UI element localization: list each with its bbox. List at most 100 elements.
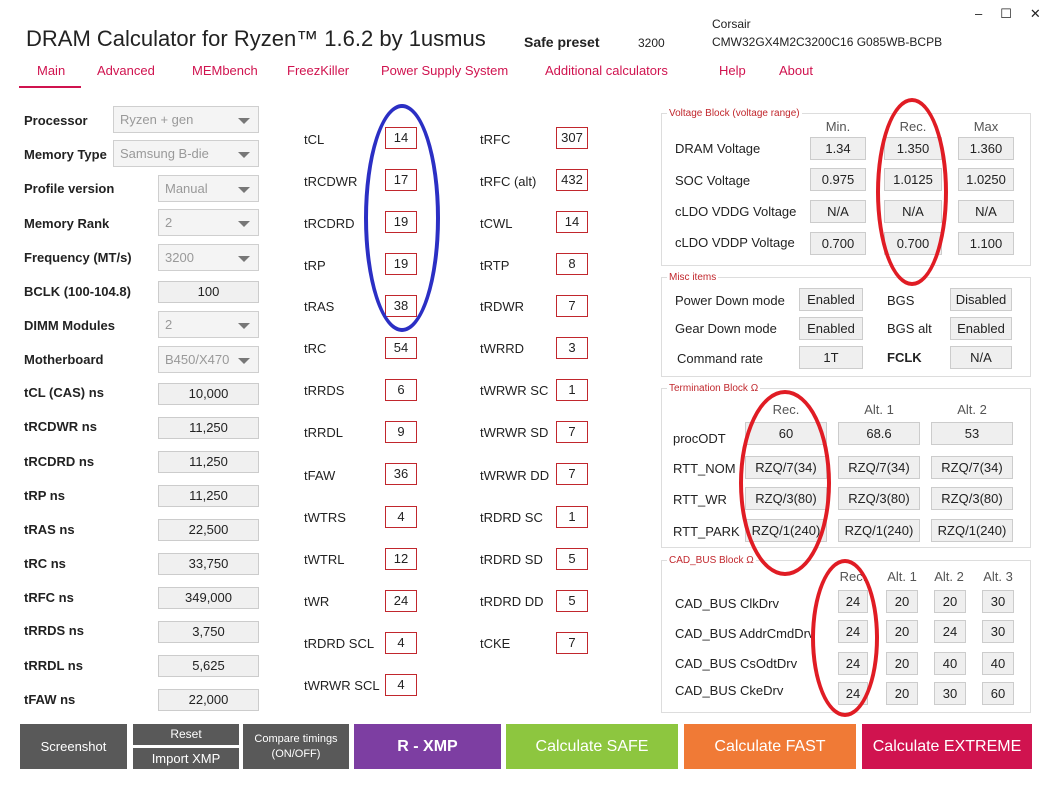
command-rate-label: Command rate [677, 351, 763, 366]
timing-value: 307 [556, 127, 588, 149]
cadbus-cell: 40 [934, 652, 966, 675]
memory-part-number: CMW32GX4M2C3200C16 G085WB-BCPB [712, 35, 943, 49]
red-annotation-ellipse [876, 98, 948, 286]
profile-version-value: Manual [165, 181, 208, 196]
r-xmp-button[interactable]: R - XMP [354, 724, 501, 769]
trp-ns-label: tRP ns [24, 488, 65, 503]
power-down-value: Enabled [799, 288, 863, 311]
timing-value: 14 [556, 211, 588, 233]
tab-main[interactable]: Main [37, 63, 66, 78]
chevron-down-icon [238, 323, 250, 329]
timing-value: 7 [556, 632, 588, 654]
fclk-value: N/A [950, 346, 1012, 369]
memory-rank-select[interactable]: 2 [158, 209, 259, 236]
fclk-label: FCLK [887, 350, 922, 365]
trrds-ns-label: tRRDS ns [24, 623, 84, 638]
timing-value: 6 [385, 379, 417, 401]
maximize-icon[interactable]: ☐ [1000, 6, 1012, 21]
rtt-wr-label: RTT_WR [673, 492, 727, 507]
frequency-select[interactable]: 3200 [158, 244, 259, 271]
timing-label: tRDRD DD [480, 594, 544, 609]
cadbus-header: Alt. 2 [934, 569, 964, 584]
calculate-fast-button[interactable]: Calculate FAST [684, 724, 856, 769]
bgs-alt-value: Enabled [950, 317, 1012, 340]
close-icon[interactable]: ✕ [1029, 6, 1041, 21]
termination-cell: 68.6 [838, 422, 920, 445]
chevron-down-icon [238, 187, 250, 193]
minimize-icon[interactable]: – [975, 6, 983, 21]
timing-value: 12 [385, 548, 417, 570]
cadbus-header: Alt. 1 [887, 569, 917, 584]
termination-header: Alt. 2 [957, 402, 987, 417]
tab-additional-calculators[interactable]: Additional calculators [545, 63, 668, 78]
trfc-ns-label: tRFC ns [24, 590, 74, 605]
tcl-ns-input[interactable]: 10,000 [158, 383, 259, 405]
timing-value: 4 [385, 506, 417, 528]
processor-label: Processor [24, 113, 88, 128]
voltage-cell: 1.100 [958, 232, 1014, 255]
voltage-header-max: Max [973, 119, 999, 134]
bclk-input[interactable]: 100 [158, 281, 259, 303]
tras-ns-input[interactable]: 22,500 [158, 519, 259, 541]
memory-type-select[interactable]: Samsung B-die [113, 140, 259, 167]
rtt-park-label: RTT_PARK [673, 524, 740, 539]
red-annotation-ellipse [739, 390, 831, 576]
tab-about[interactable]: About [779, 63, 813, 78]
motherboard-select[interactable]: B450/X470 [158, 346, 259, 373]
safe-preset-value: 3200 [638, 36, 665, 50]
voltage-block-title: Voltage Block (voltage range) [667, 108, 802, 119]
termination-block [661, 388, 1031, 548]
timing-value: 1 [556, 379, 588, 401]
cadbus-cell: 20 [886, 620, 918, 643]
tab-advanced[interactable]: Advanced [97, 63, 155, 78]
soc-voltage-label: SOC Voltage [675, 173, 751, 188]
misc-block [661, 277, 1031, 377]
timing-value: 5 [556, 548, 588, 570]
calculate-extreme-button[interactable]: Calculate EXTREME [862, 724, 1032, 769]
tab-power-supply-system[interactable]: Power Supply System [381, 63, 509, 78]
trcdwr-ns-input[interactable]: 11,250 [158, 417, 259, 439]
termination-cell: RZQ/1(240) [931, 519, 1013, 542]
dimm-modules-label: DIMM Modules [24, 318, 115, 333]
timing-label: tRFC [480, 132, 511, 147]
timing-value: 5 [556, 590, 588, 612]
timing-value: 8 [556, 253, 588, 275]
red-annotation-ellipse [811, 559, 879, 717]
trp-ns-input[interactable]: 11,250 [158, 485, 259, 507]
timing-label: tWRWR DD [480, 468, 550, 483]
import-xmp-button[interactable]: Import XMP [133, 748, 239, 769]
safe-preset-label: Safe preset [524, 34, 600, 50]
trcdrd-ns-input[interactable]: 11,250 [158, 451, 259, 473]
cadbus-cell: 20 [886, 590, 918, 613]
bgs-alt-label: BGS alt [887, 321, 932, 336]
trrds-ns-input[interactable]: 3,750 [158, 621, 259, 643]
voltage-cell: 0.975 [810, 168, 866, 191]
command-rate-value: 1T [799, 346, 863, 369]
profile-version-select[interactable]: Manual [158, 175, 259, 202]
termination-cell: 53 [931, 422, 1013, 445]
timing-value: 432 [556, 169, 588, 191]
dimm-modules-select[interactable]: 2 [158, 311, 259, 338]
trfc-ns-input[interactable]: 349,000 [158, 587, 259, 609]
tab-help[interactable]: Help [719, 63, 746, 78]
reset-button[interactable]: Reset [133, 724, 239, 745]
cadbus-cell: 40 [982, 652, 1014, 675]
voltage-cell: N/A [958, 200, 1014, 223]
window-controls: – ☐ ✕ [975, 6, 1041, 22]
tfaw-ns-input[interactable]: 22,000 [158, 689, 259, 711]
calculate-safe-button[interactable]: Calculate SAFE [506, 724, 678, 769]
tab-freezkiller[interactable]: FreezKiller [287, 63, 350, 78]
termination-cell: RZQ/7(34) [838, 456, 920, 479]
timing-label: tRCDWR [304, 174, 358, 189]
trc-ns-input[interactable]: 33,750 [158, 553, 259, 575]
compare-timings-button[interactable]: Compare timings (ON/OFF) [243, 724, 349, 769]
trrdl-ns-input[interactable]: 5,625 [158, 655, 259, 677]
tab-membench[interactable]: MEMbench [192, 63, 258, 78]
timing-value: 1 [556, 506, 588, 528]
timing-label: tRFC (alt) [480, 174, 537, 189]
processor-select[interactable]: Ryzen + gen [113, 106, 259, 133]
dram-voltage-label: DRAM Voltage [675, 141, 761, 156]
blue-annotation-ellipse [364, 104, 440, 332]
screenshot-button[interactable]: Screenshot [20, 724, 127, 769]
power-down-label: Power Down mode [675, 293, 785, 308]
